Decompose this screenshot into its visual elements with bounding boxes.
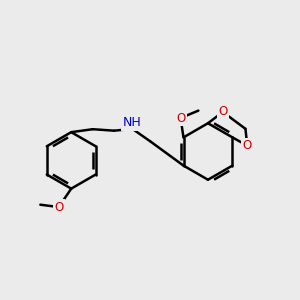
Text: O: O [218,106,227,118]
Text: O: O [54,201,63,214]
Text: O: O [176,112,185,124]
Text: O: O [243,139,252,152]
Text: NH: NH [123,116,142,129]
